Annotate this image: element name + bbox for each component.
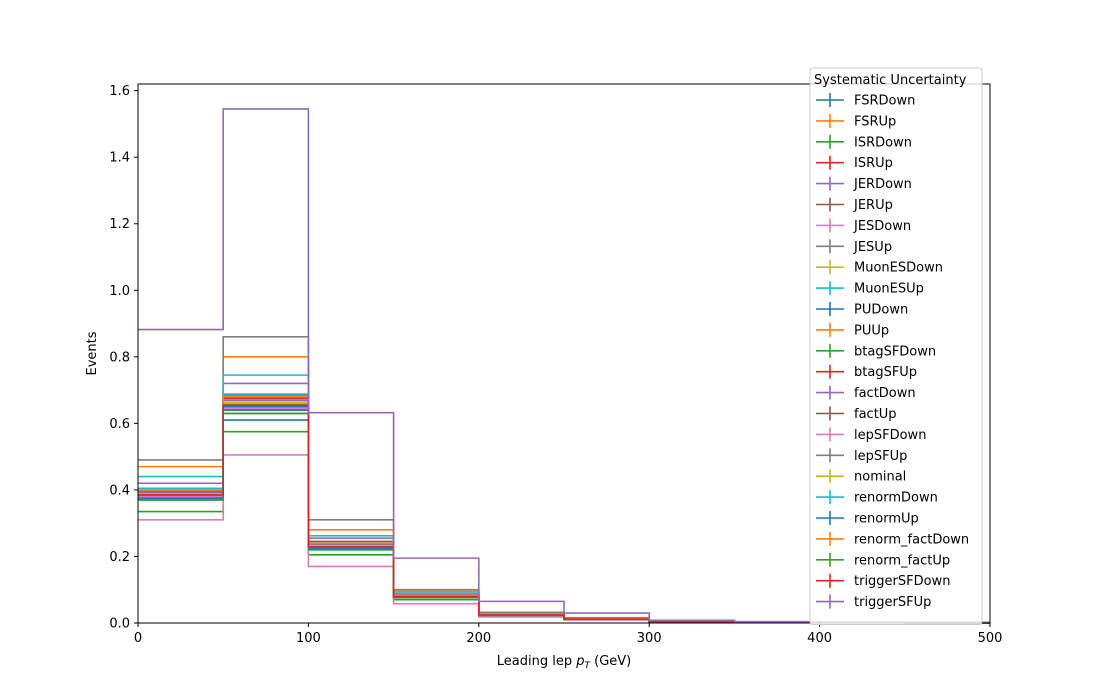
legend-item: JERUp: [816, 197, 893, 213]
legend-item: btagSFUp: [816, 364, 917, 380]
legend-item: JERDown: [816, 176, 912, 192]
y-tick-label: 1.6: [109, 84, 130, 99]
legend-item: FSRDown: [816, 93, 915, 109]
legend-label: renorm_factDown: [854, 532, 969, 547]
y-tick-label: 0.0: [109, 617, 130, 632]
legend-items: FSRDown FSRUp ISRDown ISRUp JERDown JERUp JESD…: [816, 93, 969, 610]
legend-label: btagSFDown: [854, 344, 936, 359]
y-tick-label: 0.2: [109, 550, 130, 565]
legend-item: JESDown: [816, 218, 911, 234]
legend-label: FSRUp: [854, 114, 896, 129]
legend-item: PUUp: [816, 322, 889, 338]
legend-label: PUDown: [854, 303, 908, 318]
legend-item: FSRUp: [816, 113, 896, 129]
legend-item: triggerSFUp: [816, 594, 931, 610]
x-tick-label: 400: [807, 631, 832, 646]
legend-item: lepSFUp: [816, 448, 907, 464]
legend-item: PUDown: [816, 302, 908, 318]
x-axis: 0 100 200 300 400 500: [134, 623, 1003, 646]
legend-label: JERDown: [853, 177, 912, 192]
legend-label: MuonESDown: [854, 261, 943, 276]
y-tick-label: 1.0: [109, 284, 130, 299]
x-tick-label: 100: [296, 631, 321, 646]
legend-item: renorm_factUp: [816, 552, 950, 568]
legend-label: PUUp: [854, 323, 889, 338]
legend-label: factDown: [854, 386, 916, 401]
legend-item: lepSFDown: [816, 427, 926, 443]
legend-item: factDown: [816, 385, 916, 401]
legend-label: FSRDown: [854, 94, 915, 109]
legend-label: ISRUp: [854, 156, 893, 171]
legend-item: JESUp: [816, 239, 892, 255]
legend-label: JESDown: [853, 219, 911, 234]
legend-label: triggerSFDown: [854, 574, 950, 589]
x-axis-label: Leading lep pT (GeV): [497, 654, 631, 671]
legend-label: renorm_factUp: [854, 553, 950, 568]
x-tick-label: 0: [134, 631, 142, 646]
y-axis-label: Events: [85, 331, 100, 375]
legend-box: [809, 67, 983, 625]
legend-label: nominal: [854, 470, 906, 485]
legend-item: triggerSFDown: [816, 573, 950, 589]
legend-label: btagSFUp: [854, 365, 917, 380]
x-tick-label: 200: [466, 631, 491, 646]
x-tick-label: 500: [978, 631, 1003, 646]
legend-title: Systematic Uncertainty: [814, 73, 967, 88]
legend-item: MuonESUp: [816, 281, 924, 297]
legend-item: renormUp: [816, 511, 919, 527]
legend-label: lepSFUp: [854, 449, 907, 464]
y-tick-label: 0.8: [109, 350, 130, 365]
legend-label: renormUp: [854, 512, 919, 527]
legend-item: renormDown: [816, 490, 938, 506]
legend-label: triggerSFUp: [854, 595, 931, 610]
legend: Systematic Uncertainty FSRDown FSRUp ISRDo…: [809, 67, 983, 625]
legend-label: JESUp: [853, 240, 892, 255]
legend-item: nominal: [816, 469, 906, 485]
legend-item: btagSFDown: [816, 343, 936, 359]
legend-label: ISRDown: [854, 135, 912, 150]
legend-label: MuonESUp: [854, 282, 924, 297]
x-tick-label: 300: [637, 631, 662, 646]
legend-item: ISRUp: [816, 155, 893, 171]
y-tick-label: 1.4: [109, 151, 130, 166]
y-axis: 0.0 0.2 0.4 0.6 0.8 1.0 1.2 1.4 1.6: [109, 84, 138, 632]
legend-item: MuonESDown: [816, 260, 943, 276]
legend-label: lepSFDown: [854, 428, 926, 443]
y-tick-label: 0.6: [109, 417, 130, 432]
legend-label: factUp: [854, 407, 897, 422]
legend-item: ISRDown: [816, 134, 912, 150]
axes-frame: [137, 83, 991, 624]
legend-label: JERUp: [853, 198, 893, 213]
y-tick-label: 1.2: [109, 217, 130, 232]
legend-item: renorm_factDown: [816, 531, 969, 547]
y-tick-label: 0.4: [109, 483, 130, 498]
legend-label: renormDown: [854, 491, 938, 506]
legend-item: factUp: [816, 406, 897, 422]
